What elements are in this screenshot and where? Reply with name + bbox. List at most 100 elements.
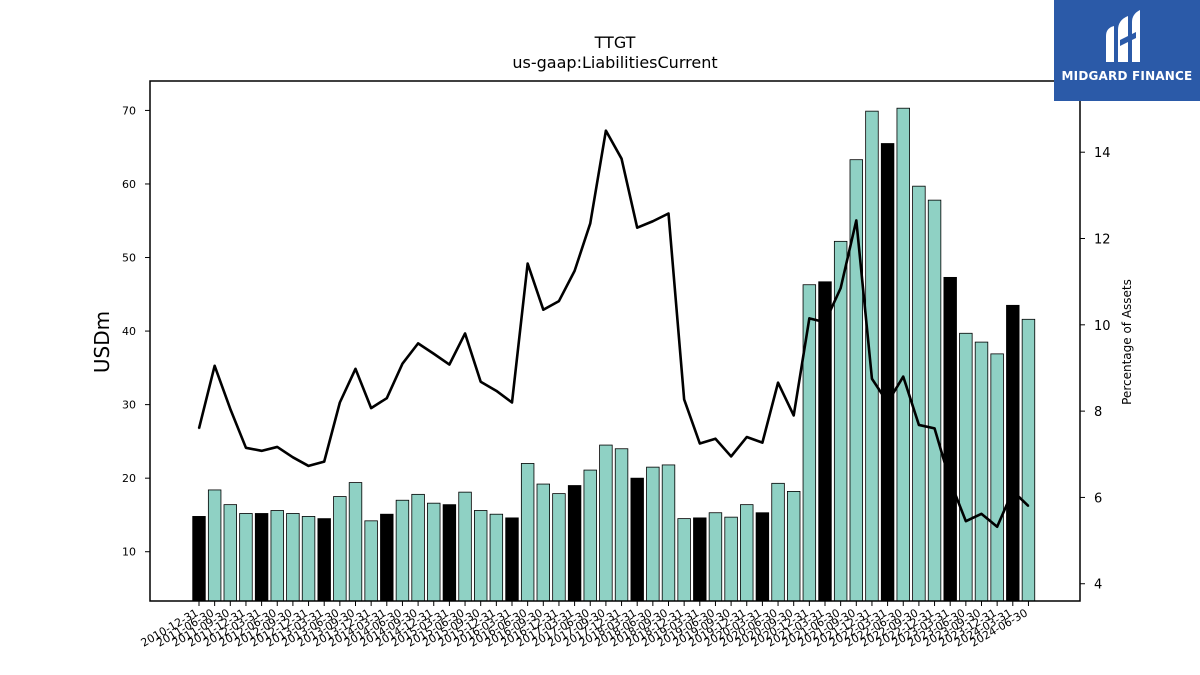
y2-tick-label: 6 [1094,491,1102,506]
y2-tick-label: 14 [1094,146,1111,161]
line-point [808,317,811,320]
y-tick-label: 30 [122,399,136,412]
bar [880,143,895,602]
line-point [933,427,936,430]
line-point [652,220,654,223]
y2-tick-label: 12 [1094,233,1111,248]
line-point [980,513,983,515]
bar [520,463,535,602]
bar [286,513,300,602]
bar [583,469,597,602]
logo-mark-icon [1106,10,1140,62]
bar [896,107,910,602]
line-point [620,157,623,160]
axes: 102030405060704681012142010-12-312011-06… [122,80,1111,650]
bar [787,491,801,602]
bar [301,516,316,602]
line-point [636,226,638,229]
line-point [213,365,216,367]
line-point [886,401,889,404]
bar [599,444,613,602]
brand-logo: MIDGARD FINANCE [1054,0,1200,101]
bar [552,493,566,602]
line-point [996,525,998,528]
line-point [276,446,279,448]
bar [411,493,425,602]
bar [395,499,410,602]
bar [943,276,957,602]
line-point [824,321,826,324]
line-point [792,414,795,417]
bar [740,504,754,602]
line-point [855,219,858,222]
line-point [1012,490,1014,492]
bar [489,513,504,602]
line-point [511,401,513,404]
bar [630,477,644,602]
y-axis-label: USDm [90,311,114,373]
line-point [714,437,717,440]
bar [708,512,723,602]
bar [207,489,222,602]
line-point [589,222,592,225]
line-point [386,397,388,399]
line-point [260,450,263,452]
logo-text: MIDGARD FINANCE [1061,69,1193,83]
bar [693,517,707,602]
bar [724,516,738,602]
line-point [401,362,404,365]
y-tick-label: 70 [122,104,136,117]
bar [865,110,879,602]
line-point [730,455,732,458]
y2-tick-label: 4 [1094,578,1102,593]
bar [912,185,926,602]
y2-axis-label: Percentage of Assets [1120,279,1134,405]
y-tick-label: 10 [122,546,136,559]
line-point [949,480,951,483]
bar [364,520,378,602]
line-point [777,381,779,384]
line-point [495,390,498,392]
bar [677,518,691,602]
bar [427,502,441,602]
y-tick-label: 60 [122,178,136,191]
line-point [370,407,372,409]
line-point [354,368,357,370]
line-point [448,363,451,366]
bar [254,513,269,602]
line-point [965,520,967,522]
line-point [871,377,873,380]
line-point [464,332,466,335]
bar [317,518,331,602]
plot-frame [149,80,1081,602]
line-point [323,460,326,463]
bar [1021,318,1036,602]
y-tick-label: 50 [122,252,136,265]
line-point [229,408,232,410]
bar [567,485,582,602]
bar [990,353,1004,602]
line-point [526,262,529,265]
chart-title: TTGT [594,33,636,52]
bar [646,466,660,602]
y2-tick-label: 8 [1094,405,1102,420]
y-tick-label: 20 [122,472,136,485]
bar [755,512,770,602]
bar [473,510,488,602]
line-point [479,380,482,383]
line-point [573,270,576,272]
y-tick-label: 40 [122,325,136,338]
line-point [1027,505,1030,507]
bar [380,513,394,602]
line-point [307,465,310,467]
bar [802,284,817,602]
line-point [605,129,607,132]
y2-tick-label: 10 [1094,319,1111,334]
bar [239,513,253,602]
line-point [558,300,560,302]
line-point [745,436,748,438]
bar [974,341,989,602]
bar [270,510,284,602]
bar [959,332,973,602]
